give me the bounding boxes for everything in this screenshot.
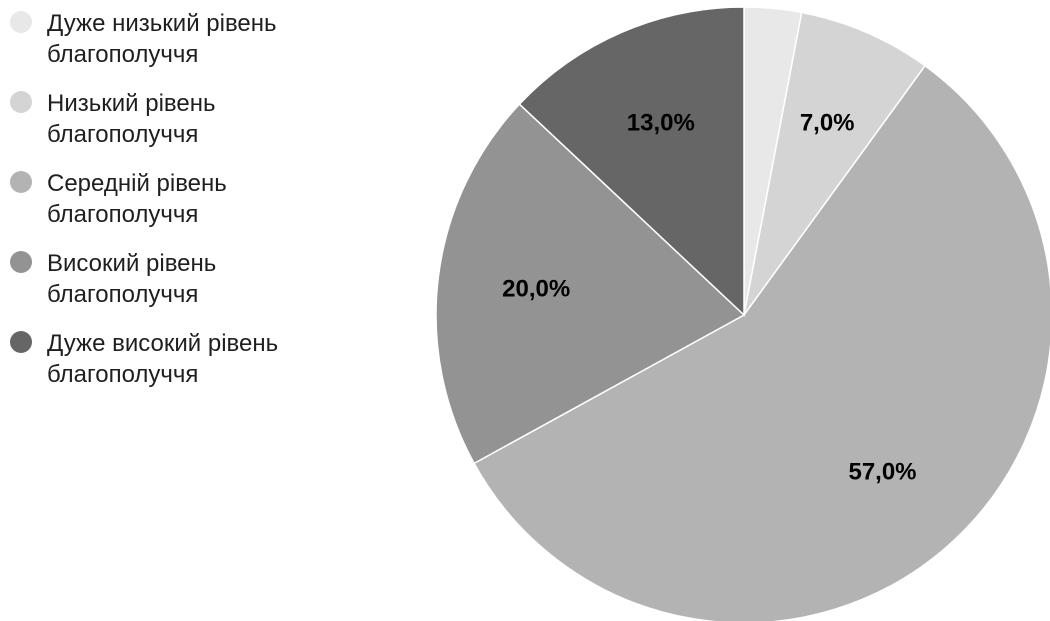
data-label-low: 7,0% (800, 109, 855, 136)
pie-slice-very-high (518, 6, 745, 317)
pie-slice-medium (473, 64, 1050, 621)
pie-slice-low (743, 11, 927, 316)
chart-legend: Дуже низький рівень благополуччя Низький… (10, 8, 330, 408)
legend-item-low: Низький рівень благополуччя (10, 88, 330, 168)
legend-item-high: Високий рівень благополуччя (10, 248, 330, 328)
legend-label-very-high: Дуже високий рівень благополуччя (47, 330, 279, 388)
legend-swatch-very-high (10, 331, 32, 353)
legend-label-medium: Середній рівень благополуччя (47, 170, 227, 228)
legend-label-high: Високий рівень благополуччя (47, 250, 217, 308)
data-label-medium: 57,0% (848, 459, 916, 486)
data-label-high: 20,0% (502, 275, 570, 302)
legend-swatch-medium (10, 171, 32, 193)
legend-label-very-low: Дуже низький рівень благополуччя (47, 10, 277, 68)
legend-item-very-low: Дуже низький рівень благополуччя (10, 8, 330, 88)
legend-label-low: Низький рівень благополуччя (47, 90, 216, 148)
legend-swatch-low (10, 91, 32, 113)
data-label-very-high: 13,0% (627, 109, 695, 136)
legend-item-very-high: Дуже високий рівень благополуччя (10, 328, 330, 408)
legend-swatch-high (10, 251, 32, 273)
legend-swatch-very-low (10, 11, 32, 33)
pie-slice-high (435, 103, 746, 465)
legend-item-medium: Середній рівень благополуччя (10, 168, 330, 248)
